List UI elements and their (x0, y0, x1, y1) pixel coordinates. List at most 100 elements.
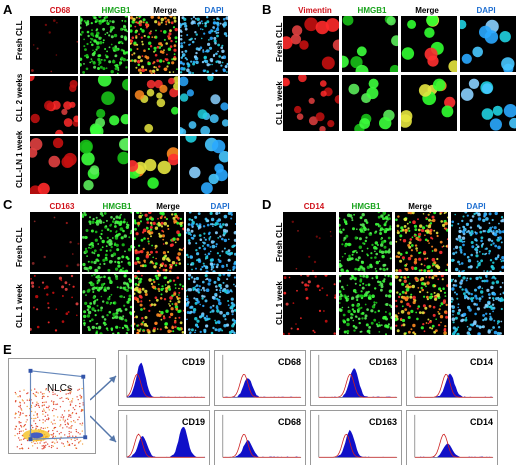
panel-d-image-svg (395, 212, 448, 272)
panel-c-letter: C (3, 197, 13, 212)
panel-b-image-svg (283, 75, 339, 131)
panel-a-image-r3-green (80, 136, 128, 194)
panel-b-image-r1-merge (401, 16, 457, 72)
panel-c-image-r2-red (30, 274, 80, 334)
panel-a-header-4: DAPI (204, 6, 224, 15)
panel-a-image-svg (80, 138, 128, 191)
panel-a-header-3: Merge (153, 6, 177, 15)
histogram-cd163-row2: CD163 (310, 410, 402, 465)
histogram-cd68-row2: CD68 (214, 410, 306, 465)
histogram-svg (318, 354, 398, 398)
panel-d-header-3: Merge (408, 202, 432, 211)
panel-d-image-r1-blue (451, 212, 504, 272)
panel-a-image-svg (180, 76, 228, 134)
panel-b-image-r2-red (283, 75, 339, 131)
panel-d-header-2: HMGB1 (351, 202, 381, 211)
panel-a-image-r2-blue (180, 76, 228, 134)
histogram-svg (414, 354, 494, 398)
panel-a-image-r1-blue (180, 16, 228, 74)
panel-d-image-svg (291, 220, 332, 272)
panel-a-image-r2-green (80, 76, 128, 134)
panel-d-image-r1-green (339, 212, 392, 272)
panel-a-image-svg (30, 137, 77, 194)
panel-d-header-4: DAPI (466, 202, 486, 211)
panel-c-row-label-1: Fresh CLL (15, 227, 24, 267)
histogram-marker-label: CD14 (469, 417, 493, 427)
panel-a-image-r3-blue (180, 136, 228, 194)
panel-d-image-svg (339, 275, 392, 335)
panel-a-header-2: HMGB1 (101, 6, 131, 15)
histogram-marker-label: CD163 (368, 417, 397, 427)
histogram-cd163-row1: CD163 (310, 350, 402, 406)
panel-c-image-svg (134, 212, 184, 272)
panel-b-header-2: HMGB1 (357, 6, 387, 15)
panel-a-header-1: CD68 (49, 6, 71, 15)
histogram-svg (414, 414, 494, 458)
panel-a-image-r3-red (30, 136, 78, 194)
panel-b-header-1: Vimentin (298, 6, 332, 15)
panel-c-image-r2-merge (134, 274, 184, 334)
panel-a-image-svg (185, 136, 228, 194)
panel-a-image-svg (80, 16, 128, 74)
panel-c-header-1: CD163 (49, 202, 75, 211)
panel-b-image-svg (348, 78, 395, 131)
panel-b-image-r2-blue (460, 75, 516, 131)
panel-b-image-svg (401, 16, 457, 72)
panel-d-image-r1-merge (395, 212, 448, 272)
panel-a-image-r1-merge (130, 16, 178, 74)
panel-c-image-svg (82, 274, 132, 334)
panel-c-image-svg (134, 274, 184, 334)
panel-a-row-label-1: Fresh CLL (15, 20, 24, 60)
histogram-svg (222, 354, 302, 398)
panel-d-image-r2-merge (395, 275, 448, 335)
panel-a-letter: A (3, 2, 13, 17)
flow-scatter-plot: NLCs (8, 358, 96, 454)
panel-a-image-svg (30, 76, 78, 134)
panel-d-image-svg (283, 275, 336, 335)
panel-c-image-svg (30, 274, 79, 332)
panel-d-image-svg (339, 212, 392, 272)
panel-d-image-r1-red (283, 212, 336, 272)
panel-c-header-4: DAPI (210, 202, 230, 211)
panel-c-image-svg (186, 274, 236, 334)
histogram-marker-label: CD68 (277, 357, 301, 367)
panel-c-image-r2-blue (186, 274, 236, 334)
histogram-cd19-row1: CD19 (118, 350, 210, 406)
histogram-cd19-row2: CD19 (118, 410, 210, 465)
panel-d-header-1: CD14 (303, 202, 325, 211)
panel-a-image-r2-red (30, 76, 78, 134)
histogram-cd14-row2: CD14 (406, 410, 498, 465)
panel-d-letter: D (262, 197, 272, 212)
panel-a-image-svg (130, 147, 178, 189)
panel-b-image-r1-blue (460, 16, 516, 72)
panel-d-image-svg (395, 275, 448, 335)
panel-c-image-r1-green (82, 212, 132, 272)
histogram-marker-label: CD163 (368, 357, 397, 367)
panel-c-image-r2-green (82, 274, 132, 334)
panel-c-image-svg (186, 212, 236, 272)
panel-c-image-svg (31, 216, 80, 268)
histogram-cd68-row1: CD68 (214, 350, 306, 406)
panel-d-image-r2-blue (451, 275, 504, 335)
histogram-marker-label: CD19 (181, 417, 205, 427)
panel-a-row-label-2: CLL 2 weeks (15, 73, 24, 122)
panel-d-image-r2-red (283, 275, 336, 335)
panel-c-header-3: Merge (156, 202, 180, 211)
panel-b-header-4: DAPI (476, 6, 496, 15)
panel-b-image-svg (401, 78, 456, 128)
panel-c-row-label-2: CLL 1 week (15, 284, 24, 328)
panel-a-image-svg (130, 16, 178, 74)
panel-b-image-r1-red (283, 16, 339, 72)
histogram-svg (222, 414, 302, 458)
panel-c-image-svg (82, 212, 132, 272)
panel-d-image-svg (451, 212, 504, 272)
histogram-marker-label: CD14 (469, 357, 493, 367)
histogram-marker-label: CD19 (181, 357, 205, 367)
panel-b-image-svg (460, 78, 516, 131)
histogram-svg (126, 354, 206, 398)
panel-a-image-r1-red (30, 16, 78, 74)
panel-b-image-svg (460, 19, 515, 72)
nlc-gate-label: NLCs (47, 383, 73, 394)
histogram-svg (318, 414, 398, 458)
panel-d-image-r2-green (339, 275, 392, 335)
